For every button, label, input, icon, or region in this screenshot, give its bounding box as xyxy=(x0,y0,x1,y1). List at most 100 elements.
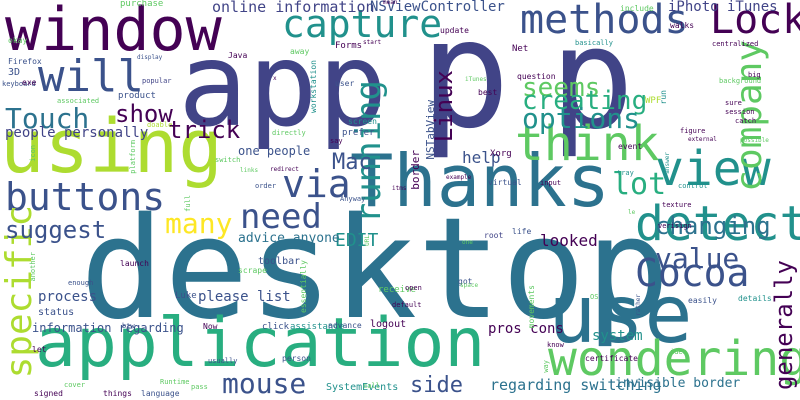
cloud-word: need xyxy=(240,200,322,234)
cloud-word: links xyxy=(240,168,258,174)
cloud-word: process xyxy=(38,290,97,304)
cloud-word: methods xyxy=(520,0,689,40)
cloud-word: basically xyxy=(575,40,613,47)
cloud-word: switch xyxy=(215,157,240,164)
cloud-word: pass xyxy=(191,384,208,391)
cloud-word: language xyxy=(141,390,180,398)
cloud-word: x xyxy=(273,76,277,82)
cloud-word: possible xyxy=(740,138,769,144)
cloud-word: open xyxy=(405,285,422,292)
cloud-word: mouse xyxy=(222,370,306,398)
cloud-word: suggest xyxy=(5,218,106,242)
cloud-word: invisible border xyxy=(615,377,740,390)
cloud-word: border xyxy=(410,150,421,190)
cloud-word: update xyxy=(440,27,469,35)
cloud-word: tray xyxy=(617,170,634,177)
cloud-word: one people xyxy=(238,145,310,157)
cloud-word: scrape xyxy=(238,267,267,275)
cloud-word: advance xyxy=(328,322,362,330)
cloud-word: okay xyxy=(8,37,27,45)
cloud-word: idea xyxy=(670,349,687,356)
cloud-word: online information xyxy=(212,0,375,15)
cloud-word: say xyxy=(330,138,343,145)
cloud-word: le xyxy=(628,210,635,216)
cloud-word: virtual xyxy=(488,179,522,187)
cloud-word: texture xyxy=(662,202,692,209)
cloud-word: know xyxy=(547,342,564,349)
cloud-word: root xyxy=(484,232,503,240)
cloud-word: doable xyxy=(147,122,172,129)
cloud-word: person xyxy=(282,355,311,363)
cloud-word: side xyxy=(410,375,463,397)
cloud-word: looked xyxy=(540,233,598,249)
cloud-word: display xyxy=(137,55,162,61)
cloud-word: redirect xyxy=(270,167,299,173)
cloud-word: people personally xyxy=(5,126,148,140)
cloud-word: Runtime xyxy=(160,379,190,386)
cloud-word: directly xyxy=(272,130,306,137)
cloud-word: logout xyxy=(370,320,406,330)
cloud-word: exe xyxy=(22,79,36,87)
cloud-word: example xyxy=(446,175,471,181)
cloud-word: Net xyxy=(512,45,528,54)
cloud-word: another xyxy=(30,252,37,282)
cloud-word: Mac xyxy=(332,152,372,174)
cloud-word: iTunes xyxy=(465,77,487,83)
cloud-word: answer xyxy=(665,152,671,174)
cloud-word: Firefox xyxy=(8,58,42,66)
cloud-word: launch xyxy=(120,260,149,268)
cloud-word: order xyxy=(255,183,276,190)
cloud-word: walks xyxy=(670,22,694,30)
cloud-word: OS xyxy=(590,294,598,301)
cloud-word: please list xyxy=(198,290,291,304)
cloud-word: status xyxy=(38,308,74,318)
cloud-word: session xyxy=(725,109,755,116)
cloud-word: life xyxy=(512,228,531,236)
cloud-word: one xyxy=(462,240,473,246)
cloud-word: associated xyxy=(57,98,99,105)
cloud-word: btw xyxy=(122,323,135,330)
cloud-word: screen xyxy=(348,118,377,126)
cloud-word: control xyxy=(678,183,708,190)
cloud-word: catch xyxy=(735,118,756,125)
cloud-word: let xyxy=(32,346,46,354)
cloud-word: user xyxy=(335,80,354,88)
cloud-word: figure xyxy=(680,128,705,135)
cloud-word: Java xyxy=(228,52,247,60)
cloud-word: Luke xyxy=(175,292,197,301)
cloud-word: external xyxy=(688,137,717,143)
cloud-word: generally xyxy=(772,260,796,390)
cloud-word: purchase xyxy=(120,0,163,9)
cloud-word: icon xyxy=(30,145,37,162)
cloud-word: sure xyxy=(725,100,742,107)
cloud-word: enough xyxy=(68,280,93,287)
cloud-word: many xyxy=(165,210,232,238)
cloud-word: Anyway xyxy=(340,196,365,203)
cloud-word: best xyxy=(478,89,497,97)
cloud-word: prefer xyxy=(342,129,375,138)
cloud-word: 3D xyxy=(8,68,20,78)
cloud-word: click xyxy=(262,323,289,332)
cloud-word: verisign xyxy=(658,223,692,230)
cloud-word: system xyxy=(592,329,643,343)
cloud-word: event xyxy=(618,143,642,151)
cloud-word: certificate xyxy=(585,355,638,363)
cloud-word: movements xyxy=(528,285,536,328)
cloud-word: rather xyxy=(636,294,642,316)
cloud-word: product xyxy=(118,92,156,101)
cloud-word: start xyxy=(363,40,381,46)
cloud-word: advice anyone xyxy=(238,232,340,245)
cloud-word: cover xyxy=(64,382,85,389)
cloud-word: workstation xyxy=(310,60,318,113)
cloud-word: mean xyxy=(383,0,397,6)
cloud-word: popular xyxy=(142,78,172,85)
cloud-word: Xorg xyxy=(490,150,512,159)
cloud-word: space xyxy=(460,283,478,289)
cloud-word: things xyxy=(103,390,132,398)
cloud-word: easily xyxy=(688,297,717,305)
cloud-word: platform xyxy=(130,140,137,174)
cloud-word: Now xyxy=(203,323,217,331)
cloud-word: way xyxy=(543,360,550,373)
cloud-word: signed xyxy=(34,390,63,398)
